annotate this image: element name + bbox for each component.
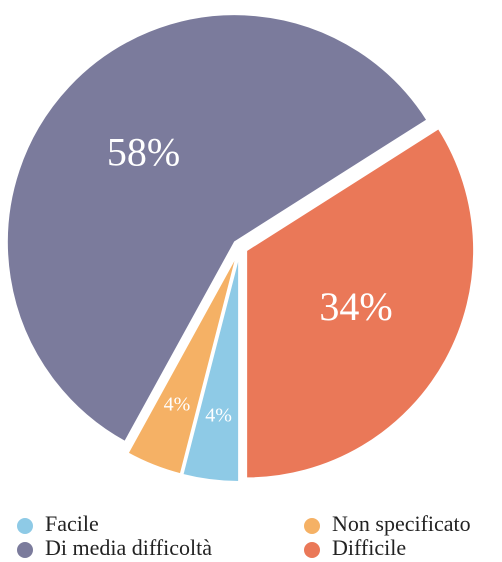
legend-swatch [304, 542, 320, 558]
slice-label: 4% [205, 404, 232, 426]
legend-label: Difficile [332, 535, 406, 560]
legend-swatch [304, 518, 320, 534]
legend-label: Di media difficoltà [45, 535, 212, 560]
slice-label: 34% [319, 284, 392, 329]
pie-slice [5, 13, 429, 444]
legend-label: Non specificato [332, 511, 471, 536]
pie-slice [126, 253, 239, 476]
slice-label: 58% [107, 130, 180, 175]
legend-label: Facile [45, 511, 99, 536]
legend-swatch [17, 542, 33, 558]
slice-label: 4% [164, 394, 191, 416]
pie-slice [245, 126, 476, 480]
pie-slice [181, 253, 241, 483]
legend-swatch [17, 518, 33, 534]
